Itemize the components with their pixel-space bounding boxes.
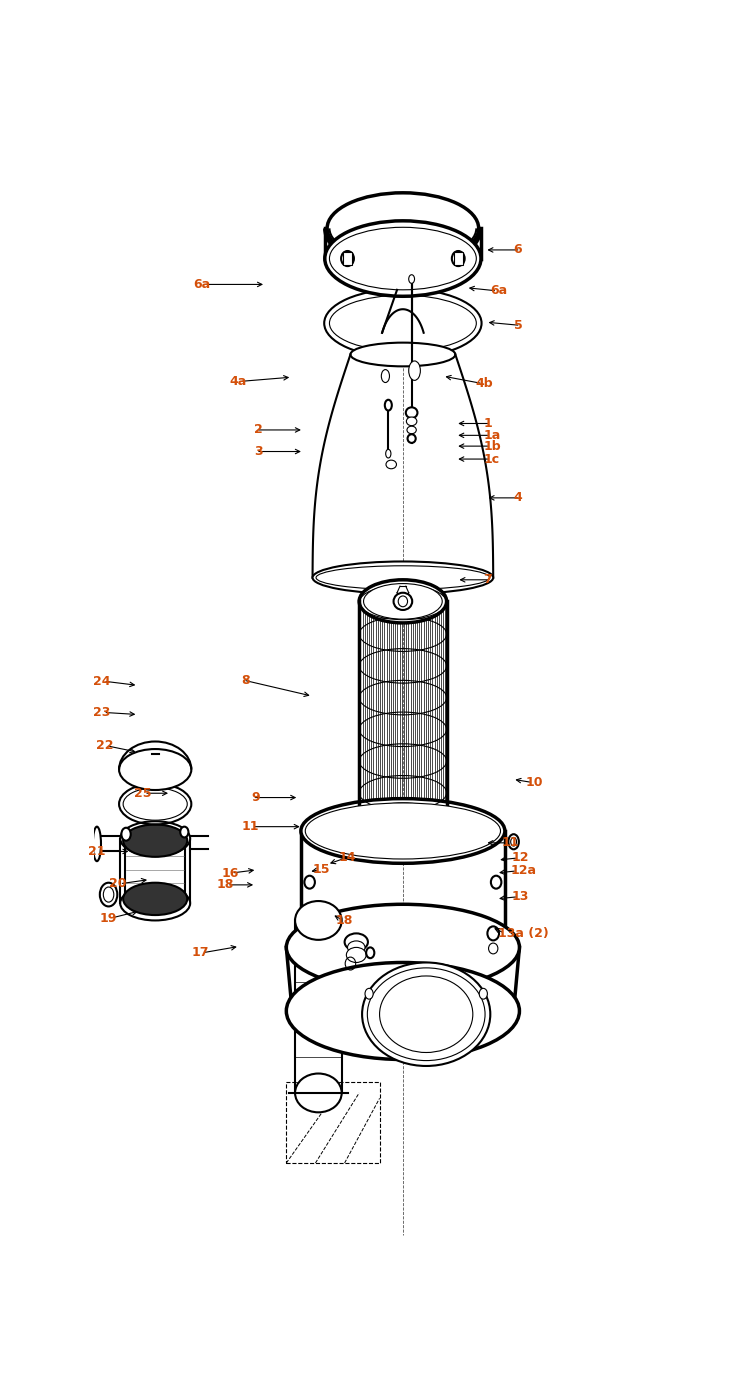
Ellipse shape: [92, 826, 101, 861]
Ellipse shape: [120, 886, 190, 920]
Text: 17: 17: [192, 946, 209, 959]
Text: 7: 7: [484, 573, 492, 587]
Ellipse shape: [407, 426, 417, 434]
Text: 1b: 1b: [484, 440, 501, 452]
Ellipse shape: [329, 295, 476, 351]
Ellipse shape: [406, 417, 417, 426]
Text: 21: 21: [88, 846, 105, 858]
Text: 8: 8: [241, 673, 250, 686]
Text: 23: 23: [93, 706, 111, 718]
Ellipse shape: [341, 251, 354, 266]
Ellipse shape: [301, 911, 505, 977]
Ellipse shape: [409, 361, 420, 381]
Text: 24: 24: [92, 675, 111, 687]
Ellipse shape: [393, 592, 412, 610]
Ellipse shape: [406, 407, 417, 419]
Ellipse shape: [385, 400, 392, 410]
Ellipse shape: [325, 221, 481, 297]
Ellipse shape: [511, 837, 517, 846]
Ellipse shape: [487, 927, 499, 941]
Ellipse shape: [123, 883, 187, 916]
Text: 5: 5: [514, 319, 523, 332]
Text: 22: 22: [96, 739, 114, 752]
Ellipse shape: [119, 749, 191, 790]
Ellipse shape: [508, 834, 519, 850]
Text: 4: 4: [514, 491, 523, 504]
Text: 18: 18: [217, 878, 234, 892]
Ellipse shape: [120, 822, 190, 855]
Ellipse shape: [408, 434, 416, 442]
Ellipse shape: [380, 976, 473, 1053]
Bar: [453, 252, 463, 265]
Ellipse shape: [103, 888, 114, 902]
Ellipse shape: [305, 804, 501, 860]
Ellipse shape: [350, 343, 456, 367]
Text: 4b: 4b: [476, 377, 493, 391]
Ellipse shape: [365, 988, 373, 1000]
Ellipse shape: [409, 274, 414, 283]
Text: 10: 10: [525, 776, 543, 790]
Text: 12: 12: [511, 851, 529, 864]
Ellipse shape: [479, 988, 487, 1000]
Text: 11: 11: [242, 820, 259, 833]
Text: 6: 6: [514, 244, 522, 256]
Ellipse shape: [123, 788, 187, 820]
Ellipse shape: [359, 804, 447, 847]
Ellipse shape: [121, 827, 131, 840]
Ellipse shape: [295, 1074, 341, 1113]
Text: 6a: 6a: [490, 284, 508, 297]
Text: 11: 11: [502, 836, 520, 850]
Text: 15: 15: [313, 864, 330, 876]
Bar: [287, 1082, 380, 1163]
Ellipse shape: [329, 227, 476, 290]
Ellipse shape: [381, 370, 390, 382]
Text: 6a: 6a: [193, 279, 211, 291]
Text: 12a: 12a: [510, 864, 536, 878]
Text: 25: 25: [134, 787, 151, 799]
Ellipse shape: [367, 967, 485, 1061]
Ellipse shape: [123, 825, 187, 857]
Text: 16: 16: [221, 867, 238, 879]
Text: 1: 1: [484, 417, 492, 430]
Ellipse shape: [399, 596, 408, 606]
Text: 13: 13: [511, 890, 529, 903]
Text: 1c: 1c: [484, 452, 499, 466]
Ellipse shape: [287, 962, 520, 1060]
Text: 20: 20: [109, 878, 126, 890]
Ellipse shape: [362, 962, 490, 1065]
Text: 1a: 1a: [484, 428, 501, 442]
Ellipse shape: [452, 251, 465, 266]
Ellipse shape: [316, 566, 490, 589]
Ellipse shape: [489, 944, 498, 953]
Ellipse shape: [301, 798, 505, 864]
Ellipse shape: [386, 449, 391, 458]
Ellipse shape: [180, 826, 189, 837]
Ellipse shape: [359, 580, 447, 623]
Text: 13a (2): 13a (2): [498, 927, 549, 939]
Ellipse shape: [287, 904, 520, 991]
Ellipse shape: [347, 941, 365, 953]
Ellipse shape: [347, 948, 366, 962]
Ellipse shape: [344, 934, 368, 951]
Ellipse shape: [363, 584, 442, 619]
Ellipse shape: [327, 193, 479, 265]
Ellipse shape: [100, 883, 117, 906]
Text: 2: 2: [254, 423, 263, 437]
Ellipse shape: [295, 902, 341, 939]
Text: 3: 3: [254, 445, 263, 458]
Text: 14: 14: [338, 851, 356, 864]
Ellipse shape: [491, 876, 502, 889]
Text: 18: 18: [336, 914, 353, 927]
Text: 19: 19: [100, 911, 117, 925]
Ellipse shape: [305, 876, 315, 889]
Ellipse shape: [313, 561, 493, 594]
Ellipse shape: [398, 587, 408, 599]
Text: 4a: 4a: [229, 375, 247, 388]
Bar: [343, 252, 352, 265]
Text: 9: 9: [251, 791, 259, 804]
